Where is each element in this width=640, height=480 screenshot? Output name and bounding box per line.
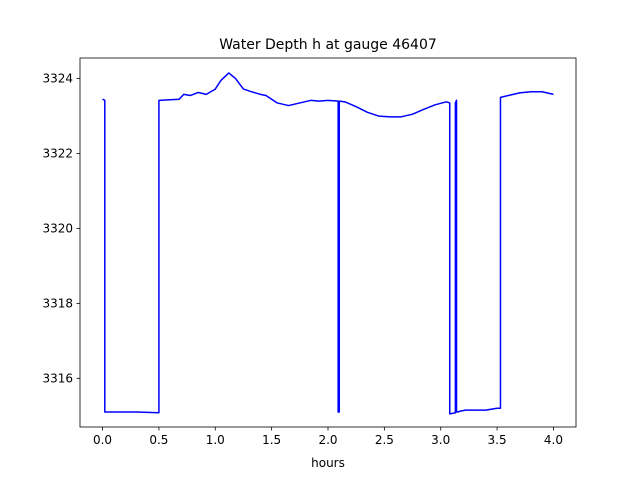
y-tick-label: 3320 — [42, 221, 73, 235]
y-tick-label: 3316 — [42, 371, 73, 385]
x-tick-label: 4.0 — [544, 433, 563, 447]
x-tick-label: 3.0 — [431, 433, 450, 447]
x-axis-label: hours — [311, 456, 345, 470]
x-tick-label: 2.5 — [375, 433, 394, 447]
x-tick-label: 0.5 — [149, 433, 168, 447]
chart-title: Water Depth h at gauge 46407 — [219, 37, 437, 53]
plot-area: 0.0 0.5 1.0 1.5 2.0 2.5 3.0 3.5 4.0 3316 3318 3320 3… — [42, 57, 577, 447]
y-tick-label: 3324 — [42, 72, 73, 86]
x-tick-label: 3.5 — [488, 433, 507, 447]
y-tick-label: 3322 — [42, 147, 73, 161]
x-tick-label: 1.0 — [206, 433, 225, 447]
series-line-0 — [102, 72, 554, 415]
y-tick-label: 3318 — [42, 296, 73, 310]
x-tick-label: 1.5 — [262, 433, 281, 447]
plot-frame — [79, 57, 577, 428]
x-tick-label: 2.0 — [318, 433, 337, 447]
x-tick-label: 0.0 — [93, 433, 112, 447]
